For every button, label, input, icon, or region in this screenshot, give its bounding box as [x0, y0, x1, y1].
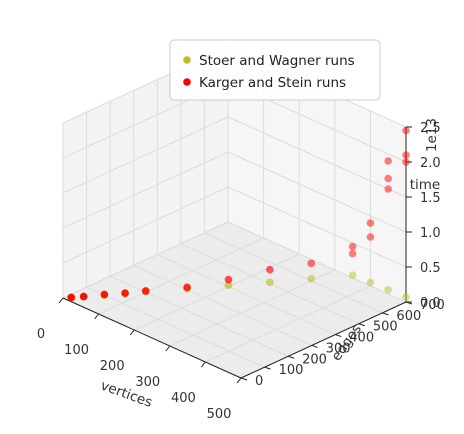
grid-line-z-back [227, 186, 407, 268]
stoer-wagner-point [366, 278, 375, 287]
karger-stein-point [384, 174, 393, 183]
karger-stein-point [402, 158, 410, 166]
y-axis-line [240, 301, 407, 379]
y-tick-mark [335, 334, 342, 338]
karger-stein-point [224, 275, 233, 284]
grid-line-y-floor [133, 264, 312, 346]
left-pane [63, 47, 228, 298]
stoer-wagner-point [348, 271, 357, 280]
z-tick-label: 1.5 [420, 191, 441, 206]
grid-line-y-floor [109, 275, 289, 357]
grid-line-y-floor [157, 254, 336, 336]
karger-stein-point [307, 259, 316, 268]
y-tick-label: 400 [349, 331, 374, 346]
x-tick-mark [129, 329, 135, 336]
axis-lines [58, 126, 413, 384]
z-tick-label: 2.5 [420, 121, 441, 136]
grid-line-z-left [62, 186, 229, 264]
x-tick-mark [201, 361, 206, 368]
x-tick-mark [236, 377, 242, 384]
grid-line-z-back [227, 221, 407, 303]
grid-line-x-floor [169, 269, 336, 347]
grid-line-z-back [227, 151, 407, 233]
karger-stein-point [384, 185, 393, 193]
z-tick-label: 2.0 [420, 156, 441, 171]
y-tick-mark [382, 312, 389, 316]
grid-line-x-floor [205, 285, 371, 363]
karger-stein-point [100, 290, 109, 299]
x-tick-label: 100 [64, 343, 89, 358]
data-points [67, 126, 410, 302]
y-tick-label: 700 [420, 298, 445, 313]
back-pane [228, 47, 406, 302]
y-tick-mark [311, 344, 318, 348]
grid-lines [62, 46, 407, 379]
karger-stein-point [366, 219, 375, 227]
grid-line-y-floor [204, 232, 383, 314]
y-tick-label: 200 [302, 352, 327, 367]
grid-line-z-left [62, 116, 229, 194]
legend-marker-karger [183, 78, 191, 86]
karger-stein-point [266, 265, 274, 274]
grid-line-z-back [227, 116, 407, 198]
karger-stein-point [384, 157, 393, 165]
x-tick-mark [94, 313, 99, 320]
x-tick-label: 0 [37, 327, 45, 342]
grid-line-y-floor [86, 286, 265, 368]
y-tick-mark [358, 323, 366, 327]
z-axis-label: time [410, 177, 441, 193]
karger-stein-point [402, 151, 410, 159]
stoer-wagner-point [266, 278, 274, 287]
stoer-wagner-point [307, 274, 316, 283]
z-offset-label: 1e13 [424, 118, 440, 152]
legend-marker-stoer [183, 56, 191, 64]
tick-labels: 010020030040050001002003004005006007000.… [37, 121, 445, 422]
karger-stein-point [348, 249, 357, 258]
grid-line-z-left [62, 151, 229, 229]
y-tick-mark [287, 355, 295, 359]
y-tick-mark [240, 377, 248, 381]
stoer-wagner-point [402, 293, 410, 301]
x-tick-mark [58, 297, 64, 304]
y-tick-mark [264, 366, 271, 370]
y-tick-label: 100 [279, 363, 304, 378]
floor-pane [63, 222, 406, 378]
x-tick-label: 400 [171, 391, 196, 406]
x-tick-label: 500 [207, 407, 232, 422]
legend: Stoer and Wagner runs Karger and Stein r… [169, 39, 381, 101]
karger-stein-point [348, 242, 357, 251]
z-tick-label: 1.0 [420, 226, 441, 241]
legend-label-karger: Karger and Stein runs [199, 75, 346, 91]
x-tick-label: 300 [135, 375, 160, 390]
axes-panes [63, 47, 406, 378]
karger-stein-point [79, 292, 88, 301]
z-tick-label: 0.5 [420, 261, 441, 276]
x-tick-mark [165, 345, 171, 352]
legend-frame [169, 39, 381, 101]
y-tick-label: 600 [396, 309, 421, 324]
grid-line-z-left [62, 221, 229, 299]
karger-stein-point [67, 293, 76, 302]
x-tick-label: 200 [100, 359, 125, 374]
karger-stein-point [402, 126, 410, 135]
karger-stein-point [141, 287, 150, 295]
stoer-wagner-point [224, 281, 233, 289]
x-axis-line [62, 297, 242, 379]
stoer-wagner-point [384, 286, 393, 294]
karger-stein-point [121, 289, 129, 297]
y-tick-label: 0 [255, 374, 263, 389]
grid-line-x-floor [98, 237, 264, 315]
z-tick-label: 0.0 [420, 296, 441, 311]
y-tick-label: 500 [373, 320, 398, 335]
legend-label-stoer: Stoer and Wagner runs [199, 53, 355, 69]
y-tick-label: 300 [326, 341, 351, 356]
karger-stein-point [183, 283, 191, 292]
karger-stein-point [366, 233, 375, 241]
